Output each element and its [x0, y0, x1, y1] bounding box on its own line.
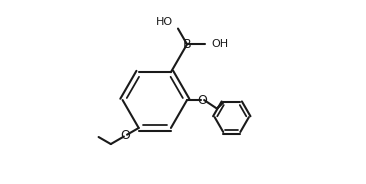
Text: B: B: [183, 38, 191, 51]
Text: OH: OH: [211, 39, 228, 49]
Text: O: O: [121, 129, 131, 142]
Text: O: O: [197, 93, 207, 107]
Text: HO: HO: [156, 17, 173, 26]
